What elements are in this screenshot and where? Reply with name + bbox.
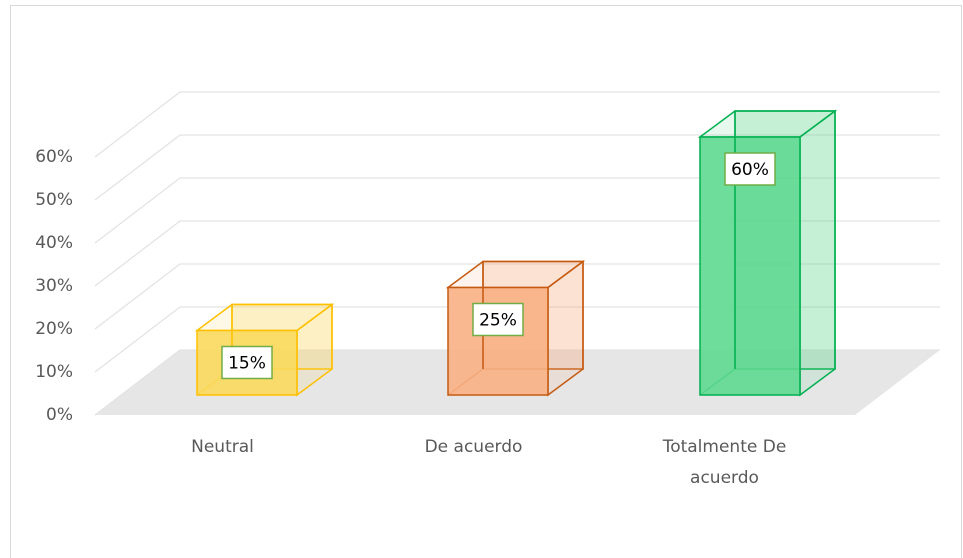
bar-front [447, 286, 549, 396]
value-label: 25% [479, 311, 517, 331]
x-tick-label: De acuerdo [424, 437, 523, 457]
y-tick-label: 20% [35, 319, 73, 339]
x-tick-label: Neutral [191, 437, 254, 457]
grid-line [94, 263, 940, 330]
grid-line [94, 134, 940, 201]
value-label-box [472, 302, 524, 337]
value-label-box [221, 345, 273, 380]
y-tick-label: 0% [46, 405, 73, 425]
bar-side [799, 109, 836, 397]
grid-line [94, 91, 940, 158]
value-label: 60% [731, 160, 769, 180]
chart-border [10, 5, 962, 558]
grid-line [94, 349, 940, 416]
grid-line [94, 306, 940, 373]
bar [445, 260, 586, 397]
y-tick-label: 60% [35, 147, 73, 167]
y-tick-label: 30% [35, 276, 73, 296]
grid-line [94, 220, 940, 287]
bar [194, 303, 335, 397]
value-label: 15% [228, 354, 266, 374]
y-tick-label: 50% [35, 190, 73, 210]
y-tick-label: 10% [35, 362, 73, 382]
grid-line [94, 177, 940, 244]
y-tick-label: 40% [35, 233, 73, 253]
x-tick-label: Totalmente De acuerdo [662, 437, 787, 488]
value-label-box [724, 152, 776, 186]
